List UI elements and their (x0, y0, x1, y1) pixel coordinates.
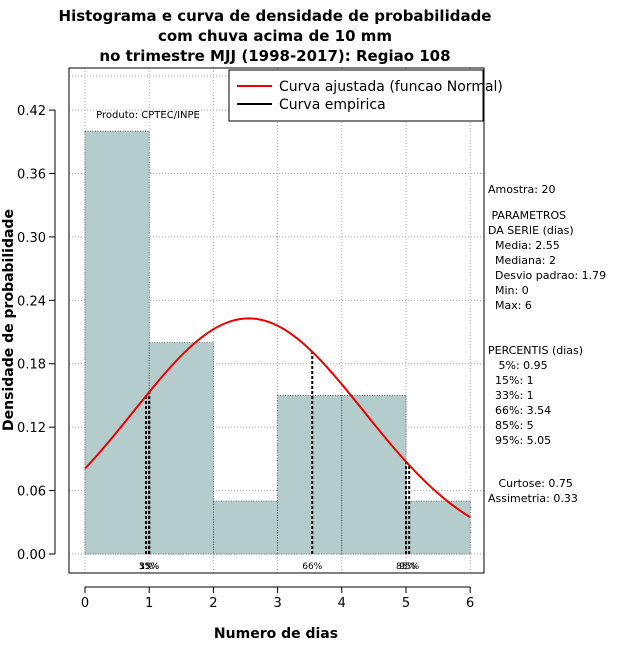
percentile-label: 85% (396, 562, 416, 572)
legend-box (228, 69, 484, 122)
sample-size: Amostra: 20 (488, 183, 556, 196)
stat-kurtosis: Curtose: 0.75 (488, 477, 573, 490)
x-tick-label: 3 (273, 596, 281, 611)
y-tick-label: 0.18 (17, 358, 46, 373)
percentile-label: 5% (139, 562, 154, 572)
legend-label-normal-fit: Curva ajustada (funcao Normal) (279, 79, 503, 95)
y-tick-label: 0.42 (17, 104, 46, 119)
legend-label-empirical: Curva empirica (279, 97, 386, 113)
stat-mean: Media: 2.55 (488, 239, 560, 252)
normal-fit-curve (84, 317, 471, 519)
percentile-label: 95% (399, 562, 419, 572)
x-tick-label: 1 (145, 596, 153, 611)
percentile-layer: 5%15%33% 66% 85%95% (139, 351, 420, 572)
stat-p15: 15%: 1 (488, 374, 534, 387)
stat-p66: 66%: 3.54 (488, 404, 552, 417)
chart-title-line-1: Histograma e curva de densidade de proba… (58, 7, 492, 25)
x-axis-title: Numero de dias (214, 626, 338, 642)
legend: Curva ajustada (funcao Normal) Curva emp… (228, 69, 503, 122)
histogram-bar (405, 500, 471, 555)
stat-min: Min: 0 (488, 284, 529, 297)
y-tick-label: 0.24 (17, 294, 46, 309)
parameters-title-line-1: PARAMETROS (488, 209, 567, 222)
stat-p33: 33%: 1 (488, 389, 534, 402)
axis-layer: 0 1 2 3 4 5 6 0.00 0.06 0.12 0.18 0.24 0.30 0.36 0.42 (17, 104, 474, 611)
bars-layer (84, 130, 471, 555)
stat-p95: 95%: 5.05 (488, 434, 552, 447)
stat-median: Mediana: 2 (488, 254, 556, 267)
y-axis-title: Densidade de probabilidade (1, 209, 17, 431)
product-annotation: Produto: CPTEC/INPE (96, 110, 200, 121)
x-tick-label: 0 (81, 596, 89, 611)
stat-p85: 85%: 5 (488, 419, 534, 432)
percentile-label: 15% (139, 562, 159, 572)
x-tick-label: 2 (209, 596, 217, 611)
y-tick-label: 0.36 (17, 167, 46, 182)
x-tick-label: 5 (402, 596, 410, 611)
y-tick-label: 0.12 (17, 421, 46, 436)
stat-std-dev: Desvio padrao: 1.79 (488, 269, 607, 282)
histogram-bar (212, 500, 278, 555)
chart-title-line-3: no trimestre MJJ (1998-2017): Regiao 108 (99, 47, 451, 65)
histogram-bar (148, 342, 214, 555)
chart-title-line-2: com chuva acima de 10 mm (157, 27, 393, 45)
percentile-label: 66% (302, 562, 322, 572)
y-tick-label: 0.00 (17, 548, 46, 563)
histogram-bar (341, 395, 407, 555)
y-tick-label: 0.30 (17, 231, 46, 246)
percentiles-title: PERCENTIS (dias) (488, 344, 584, 357)
percentile-label: 33% (139, 562, 159, 572)
x-tick-label: 4 (338, 596, 346, 611)
stat-p5: 5%: 0.95 (488, 359, 548, 372)
stats-panel: Amostra: 20 PARAMETROS DA SERIE (dias) Me… (488, 182, 638, 506)
curve-layer (84, 317, 471, 519)
histogram-bar (277, 395, 343, 555)
parameters-title-line-2: DA SERIE (dias) (488, 224, 574, 237)
histogram-bar (84, 130, 150, 555)
x-tick-label: 6 (466, 596, 474, 611)
plot-frame (68, 67, 485, 574)
stat-max: Max: 6 (488, 299, 532, 312)
y-tick-label: 0.06 (17, 485, 46, 500)
stat-skewness: Assimetria: 0.33 (488, 492, 578, 505)
